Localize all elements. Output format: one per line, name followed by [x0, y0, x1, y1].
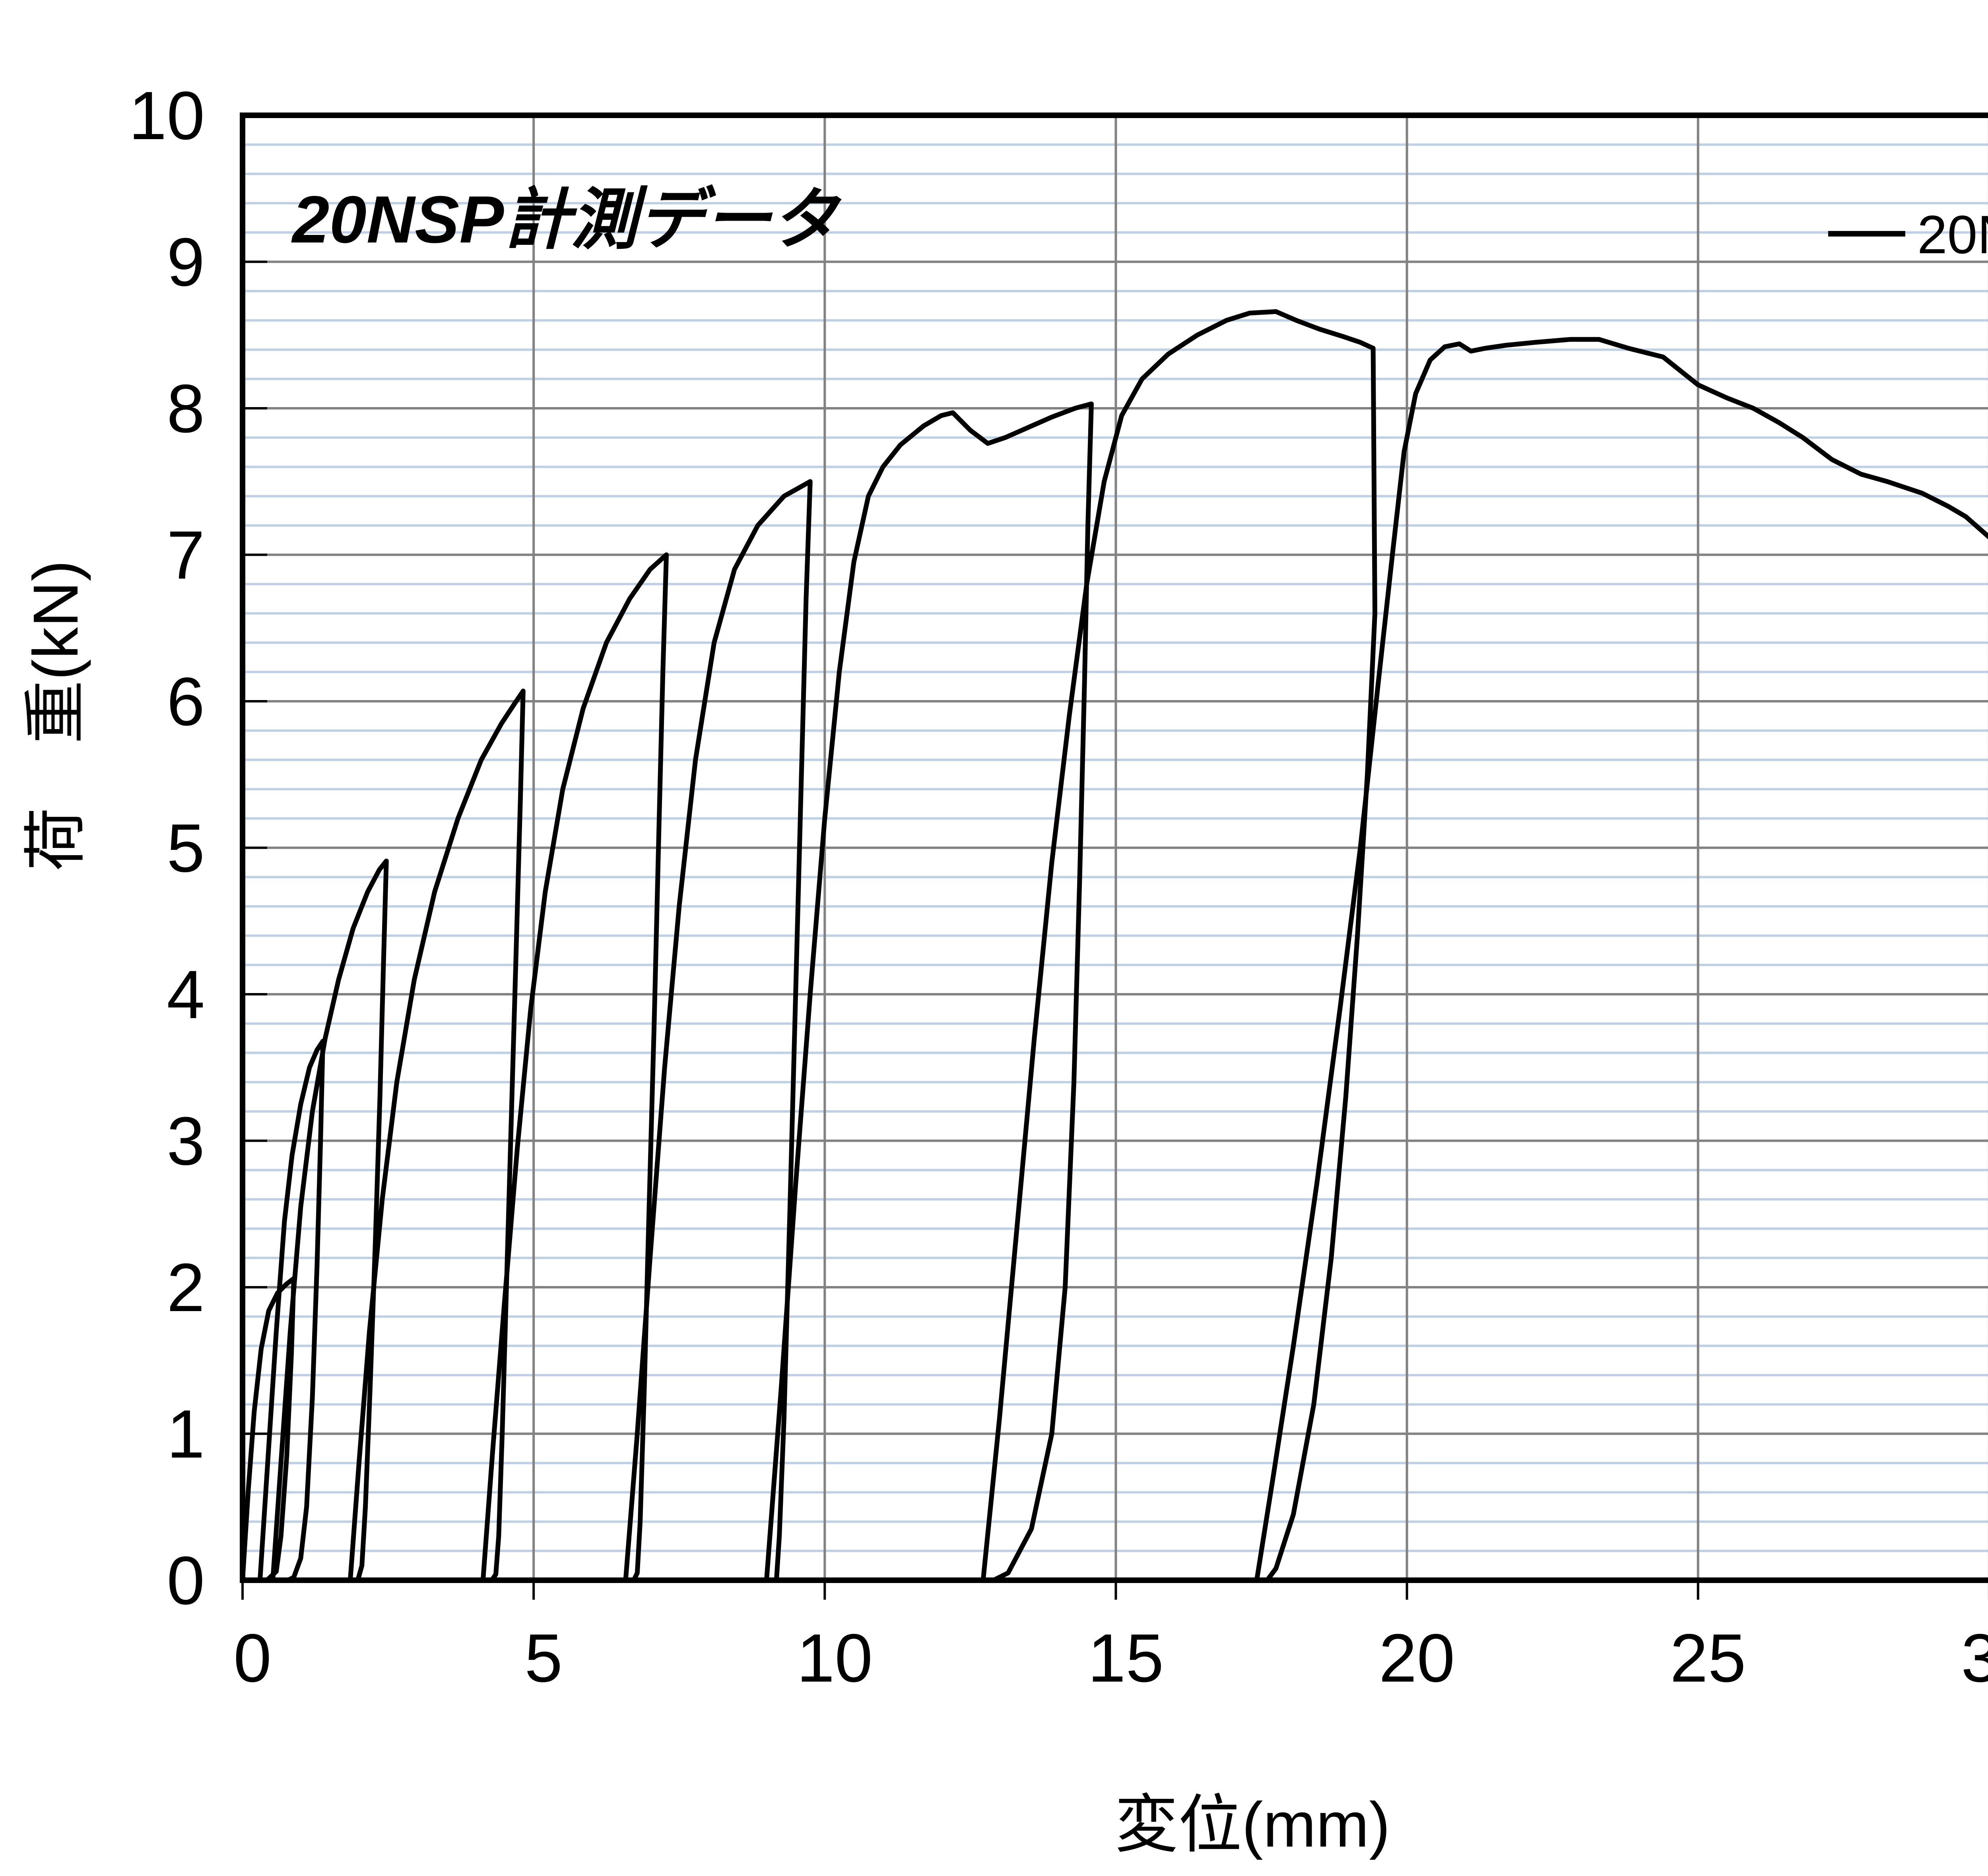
- x-tick-label: 30: [1961, 1620, 1988, 1696]
- major-gridlines: [243, 115, 1988, 1580]
- y-tick-label: 6: [167, 663, 205, 740]
- y-tick-label: 5: [167, 810, 205, 887]
- y-tick-label: 10: [129, 78, 205, 154]
- x-tick-label: 15: [1088, 1620, 1164, 1696]
- chart-title: 20NSP計測データ: [291, 182, 842, 257]
- axis-ticks: [241, 260, 1988, 1600]
- y-tick-label: 9: [167, 224, 205, 301]
- x-tick-label: 25: [1670, 1620, 1746, 1696]
- legend: 20NSP-3: [1828, 204, 1988, 265]
- x-tick-label: 20: [1379, 1620, 1455, 1696]
- curve-20NSP-3: [240, 309, 1988, 1583]
- y-tick-label: 8: [167, 371, 205, 447]
- legend-label: 20NSP-3: [1917, 204, 1988, 265]
- x-tick-label: 5: [524, 1620, 563, 1696]
- y-tick-label: 4: [167, 956, 205, 1033]
- x-tick-label: 10: [797, 1620, 873, 1696]
- x-axis-title: 変位(mm): [1114, 1789, 1390, 1860]
- y-tick-label: 3: [167, 1103, 205, 1180]
- y-axis-title: 荷 重(kN): [20, 560, 91, 871]
- y-minor-gridlines: [243, 143, 1988, 1552]
- y-tick-label: 7: [167, 517, 205, 594]
- x-tick-label: 0: [233, 1620, 272, 1696]
- axis-tick-labels: 01234567891005101520253035: [129, 78, 1988, 1696]
- y-tick-label: 2: [167, 1249, 205, 1326]
- series-curves: [240, 309, 1988, 1583]
- y-tick-label: 0: [167, 1542, 205, 1619]
- plot-border: [240, 113, 1988, 1583]
- y-tick-label: 1: [167, 1396, 205, 1472]
